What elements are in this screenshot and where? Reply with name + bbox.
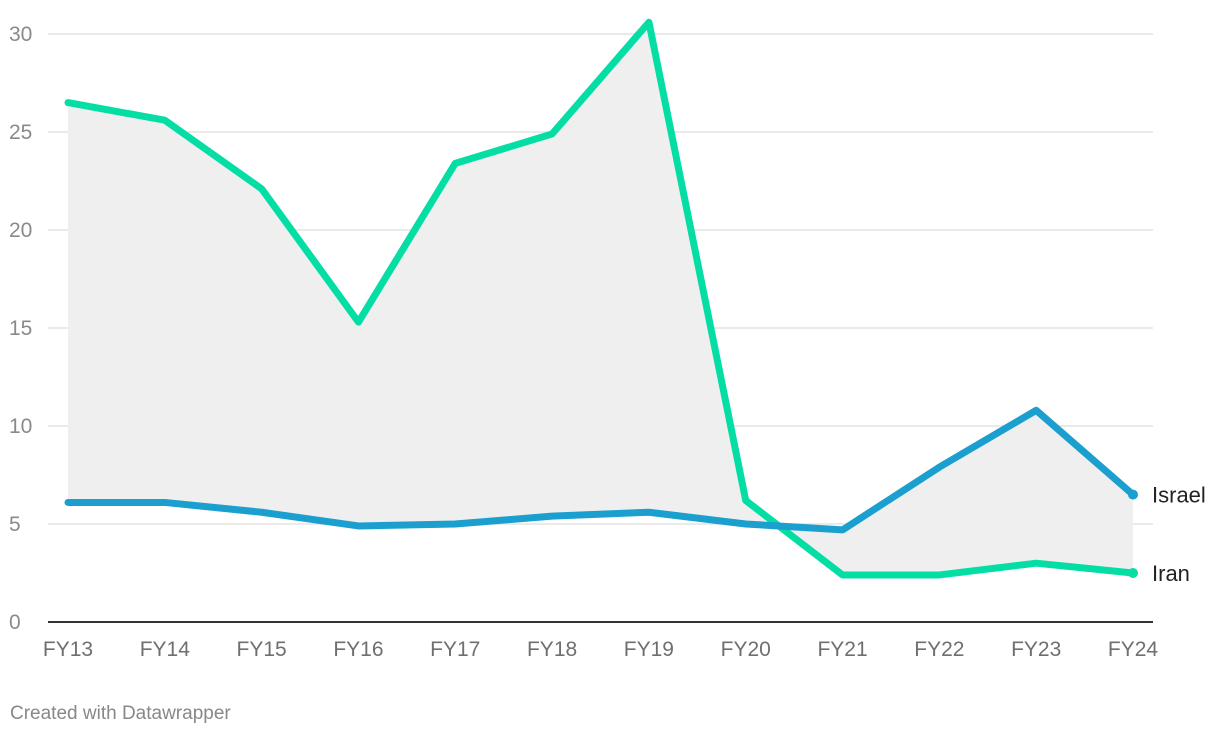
x-tick-label: FY21 — [817, 638, 867, 661]
x-tick-label: FY23 — [1011, 638, 1061, 661]
y-tick-label: 30 — [9, 23, 32, 46]
x-tick-label: FY18 — [527, 638, 577, 661]
area-fill — [68, 22, 1133, 575]
x-tick-label: FY24 — [1108, 638, 1159, 661]
x-tick-label: FY20 — [721, 638, 771, 661]
series-label-iran: Iran — [1152, 561, 1190, 586]
series-end-marker-iran — [1128, 568, 1138, 578]
x-tick-label: FY13 — [43, 638, 93, 661]
series-label-israel: Israel — [1152, 483, 1206, 508]
x-tick-label: FY22 — [914, 638, 964, 661]
series-line-israel — [64, 406, 1137, 534]
y-tick-label: 10 — [9, 415, 32, 438]
series-lines — [64, 18, 1137, 579]
x-tick-label: FY19 — [624, 638, 674, 661]
series-line-iran — [64, 18, 1137, 579]
y-tick-label: 20 — [9, 219, 32, 242]
area-between-series — [68, 22, 1133, 575]
x-tick-label: FY16 — [333, 638, 383, 661]
x-tick-label: FY17 — [430, 638, 480, 661]
x-tick-label: FY15 — [237, 638, 287, 661]
y-tick-label: 15 — [9, 317, 32, 340]
y-axis-ticks: 0 5 10 15 20 25 30 — [9, 23, 32, 634]
credit-text: Created with Datawrapper — [10, 703, 231, 724]
series-end-markers — [1128, 489, 1138, 578]
y-tick-label: 25 — [9, 121, 32, 144]
y-tick-label: 5 — [9, 513, 21, 536]
series-labels: Iran Israel — [1152, 483, 1206, 586]
x-axis-ticks: FY13 FY14 FY15 FY16 FY17 FY18 FY19 FY20 FY21 FY22… — [43, 638, 1159, 661]
x-tick-label: FY14 — [140, 638, 191, 661]
series-end-marker-israel — [1128, 489, 1138, 500]
y-tick-label: 0 — [9, 611, 21, 634]
